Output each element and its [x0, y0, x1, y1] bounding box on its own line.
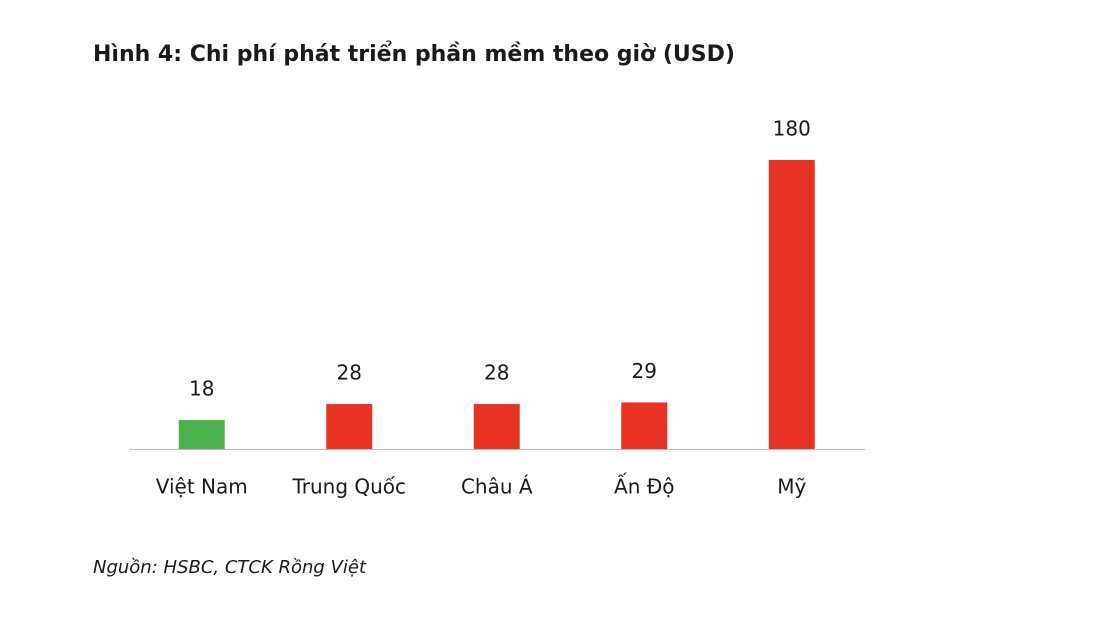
data-label: 28	[337, 361, 362, 385]
x-tick-label: Việt Nam	[156, 475, 248, 499]
bar	[768, 160, 815, 449]
x-tick-label: Ấn Độ	[614, 474, 674, 499]
data-label: 28	[484, 361, 509, 385]
source-note: Nguồn: HSBC, CTCK Rồng Việt	[93, 557, 367, 578]
x-tick-label: Mỹ	[777, 475, 806, 499]
chart-title: Hình 4: Chi phí phát triển phần mềm theo…	[93, 41, 735, 67]
bar	[621, 402, 668, 449]
x-tick-label: Châu Á	[461, 475, 533, 499]
bar	[473, 404, 520, 449]
bar	[326, 404, 373, 449]
data-label: 29	[632, 359, 657, 383]
bar	[178, 420, 225, 449]
data-label: 18	[189, 377, 214, 401]
x-tick-label: Trung Quốc	[291, 475, 406, 499]
data-label: 180	[773, 117, 811, 141]
